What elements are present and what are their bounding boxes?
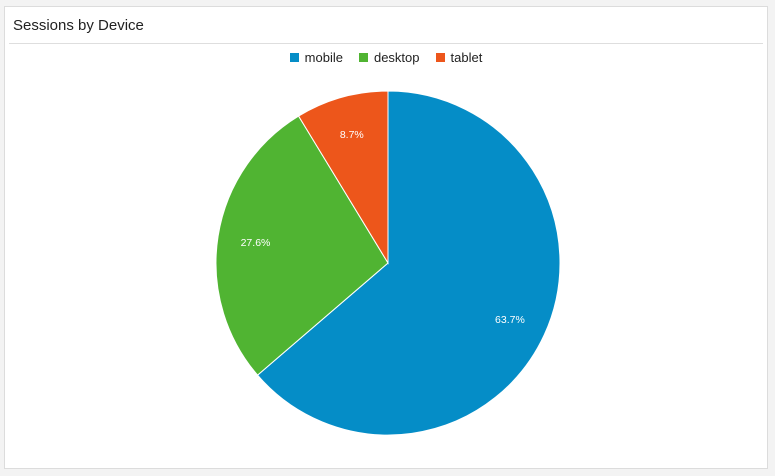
sessions-by-device-widget: Sessions by Device mobile desktop tablet… bbox=[4, 6, 768, 469]
legend-swatch-desktop bbox=[358, 53, 368, 62]
legend-label-tablet: tablet bbox=[450, 50, 483, 65]
legend-item-desktop[interactable]: desktop bbox=[358, 50, 420, 65]
legend-swatch-tablet bbox=[435, 53, 445, 62]
slice-label-mobile: 63.7% bbox=[495, 314, 525, 326]
pie-slice-desktop[interactable] bbox=[215, 115, 389, 376]
pie-slice-tablet[interactable] bbox=[297, 90, 389, 265]
title-divider bbox=[9, 43, 763, 44]
legend-swatch-mobile bbox=[289, 53, 299, 62]
slice-label-tablet: 8.7% bbox=[340, 129, 364, 141]
pie-chart: 63.7% 27.6% 8.7% bbox=[215, 90, 561, 436]
legend-item-tablet[interactable]: tablet bbox=[435, 50, 483, 65]
pie-slice-mobile[interactable] bbox=[256, 90, 561, 436]
legend-label-mobile: mobile bbox=[304, 50, 343, 65]
chart-legend: mobile desktop tablet bbox=[5, 50, 767, 65]
legend-item-mobile[interactable]: mobile bbox=[289, 50, 343, 65]
slice-label-desktop: 27.6% bbox=[241, 237, 271, 249]
widget-title: Sessions by Device bbox=[13, 17, 144, 34]
legend-label-desktop: desktop bbox=[373, 50, 420, 65]
